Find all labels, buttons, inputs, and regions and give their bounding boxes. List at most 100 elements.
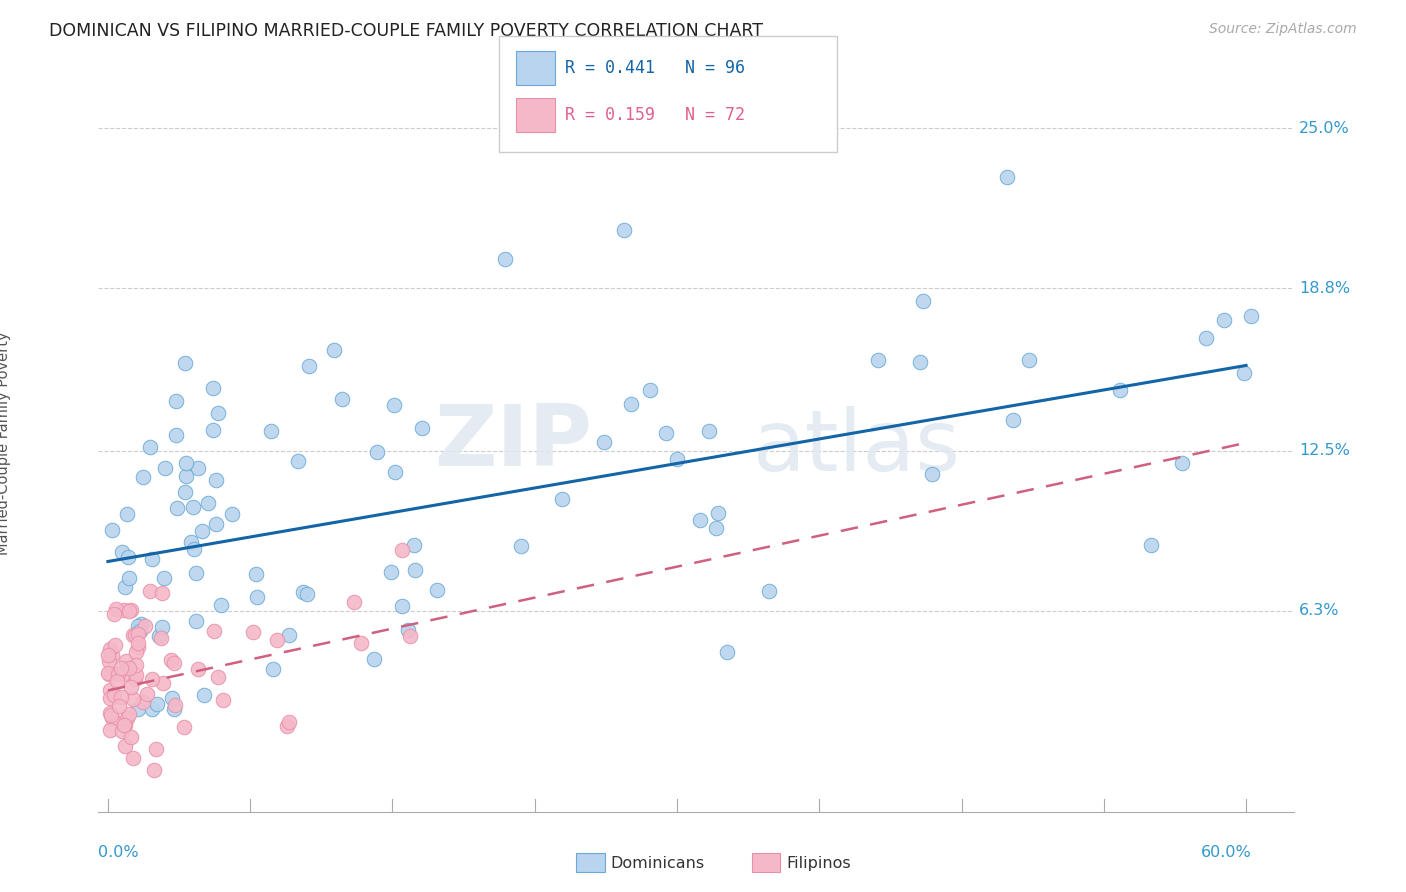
Point xyxy=(183,541,205,556)
Point xyxy=(323,343,346,358)
Point xyxy=(995,169,1018,184)
Point xyxy=(655,426,678,441)
Point xyxy=(141,701,163,715)
Point xyxy=(201,381,224,395)
Point xyxy=(97,654,120,668)
Point xyxy=(163,698,186,712)
Point xyxy=(108,698,131,713)
Point xyxy=(124,672,146,686)
Point xyxy=(212,692,235,706)
Point xyxy=(666,452,689,467)
Point xyxy=(118,660,141,674)
Point xyxy=(134,618,156,632)
Point xyxy=(104,638,127,652)
Point xyxy=(758,584,780,599)
Point xyxy=(114,718,136,732)
Text: 6.3%: 6.3% xyxy=(1299,603,1340,618)
Point xyxy=(866,352,889,367)
Point xyxy=(118,604,141,618)
Text: R = 0.441   N = 96: R = 0.441 N = 96 xyxy=(565,59,745,77)
Point xyxy=(101,523,124,537)
Text: DOMINICAN VS FILIPINO MARRIED-COUPLE FAMILY POVERTY CORRELATION CHART: DOMINICAN VS FILIPINO MARRIED-COUPLE FAM… xyxy=(49,22,763,40)
Point xyxy=(176,469,198,483)
Point xyxy=(193,688,215,702)
Point xyxy=(124,628,146,642)
Point xyxy=(118,571,141,585)
Point xyxy=(110,690,132,705)
Point xyxy=(910,355,932,369)
Point xyxy=(97,666,120,681)
Point xyxy=(122,751,145,765)
Point xyxy=(115,508,138,522)
Point xyxy=(640,384,662,398)
Point xyxy=(1233,366,1256,380)
Point xyxy=(160,691,183,706)
Point xyxy=(1001,413,1024,427)
Point xyxy=(180,534,202,549)
Text: Dominicans: Dominicans xyxy=(610,856,704,871)
Point xyxy=(115,654,138,668)
Point xyxy=(163,701,186,715)
Point xyxy=(593,434,616,449)
Point xyxy=(101,648,124,662)
Point xyxy=(197,496,219,510)
Point xyxy=(620,397,643,411)
Point xyxy=(398,628,420,642)
Point xyxy=(191,524,214,538)
Text: Source: ZipAtlas.com: Source: ZipAtlas.com xyxy=(1209,22,1357,37)
Point xyxy=(107,667,129,681)
Point xyxy=(689,513,711,527)
Point xyxy=(159,653,181,667)
Point xyxy=(1194,331,1216,345)
Point xyxy=(391,599,413,614)
Point xyxy=(384,465,406,479)
Point xyxy=(176,456,198,470)
Point xyxy=(145,698,167,712)
Point xyxy=(287,454,309,468)
Point xyxy=(1240,310,1263,324)
Point xyxy=(112,666,135,681)
Point xyxy=(149,632,172,646)
Point xyxy=(298,359,321,373)
Point xyxy=(921,467,943,482)
Point xyxy=(166,501,188,516)
Point xyxy=(391,543,413,558)
Point xyxy=(127,640,149,654)
Point xyxy=(266,632,288,647)
Text: Filipinos: Filipinos xyxy=(786,856,851,871)
Point xyxy=(100,708,122,723)
Point xyxy=(494,252,516,267)
Point xyxy=(139,440,162,454)
Point xyxy=(143,764,166,778)
Point xyxy=(707,506,730,520)
Point xyxy=(135,687,157,701)
Point xyxy=(150,586,173,600)
Point xyxy=(295,587,318,601)
Point xyxy=(111,724,134,739)
Point xyxy=(292,584,315,599)
Point xyxy=(127,701,149,715)
Point xyxy=(112,603,135,617)
Text: 12.5%: 12.5% xyxy=(1299,443,1350,458)
Point xyxy=(141,672,163,686)
Point xyxy=(118,706,141,721)
Point xyxy=(262,662,284,676)
Point xyxy=(330,392,353,407)
Point xyxy=(165,428,187,442)
Point xyxy=(201,423,224,437)
Point xyxy=(117,549,139,564)
Point xyxy=(139,584,162,599)
Point xyxy=(350,635,373,649)
Text: 0.0%: 0.0% xyxy=(98,846,139,860)
Point xyxy=(704,521,727,535)
Point xyxy=(98,683,121,698)
Point xyxy=(145,742,167,756)
Point xyxy=(173,485,195,500)
Point xyxy=(98,723,121,737)
Point xyxy=(125,645,148,659)
Point xyxy=(98,641,121,656)
Point xyxy=(260,424,283,438)
Point xyxy=(411,421,433,435)
Point xyxy=(716,645,738,659)
Point xyxy=(127,627,149,641)
